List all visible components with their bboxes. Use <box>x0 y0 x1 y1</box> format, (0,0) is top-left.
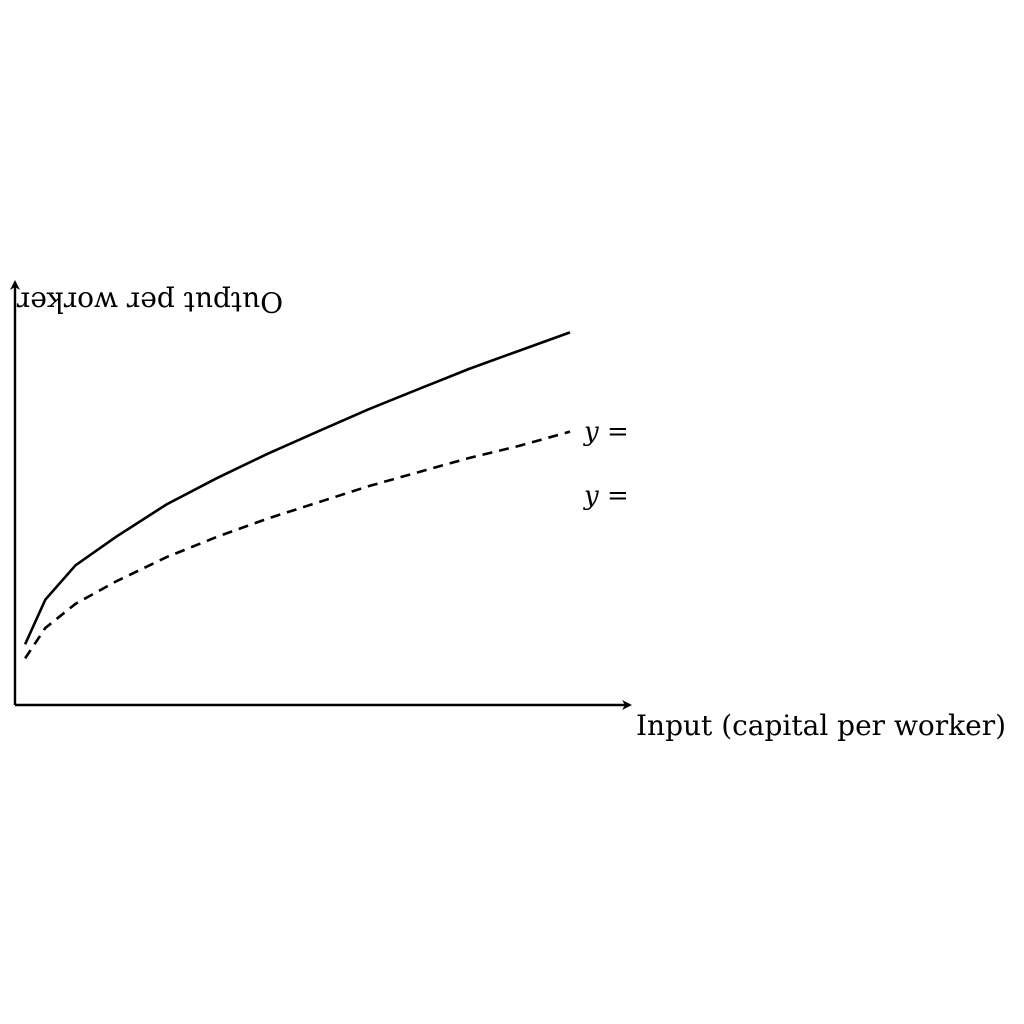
x-axis-label: Input (capital per worker) <box>636 709 1006 742</box>
series-line-dashed <box>24 430 571 660</box>
y-axis-label: Output per worker <box>16 286 283 319</box>
series-label-solid: y = <box>583 417 629 447</box>
series-label-dashed: y = <box>583 481 629 511</box>
series-line-solid <box>23 331 571 645</box>
